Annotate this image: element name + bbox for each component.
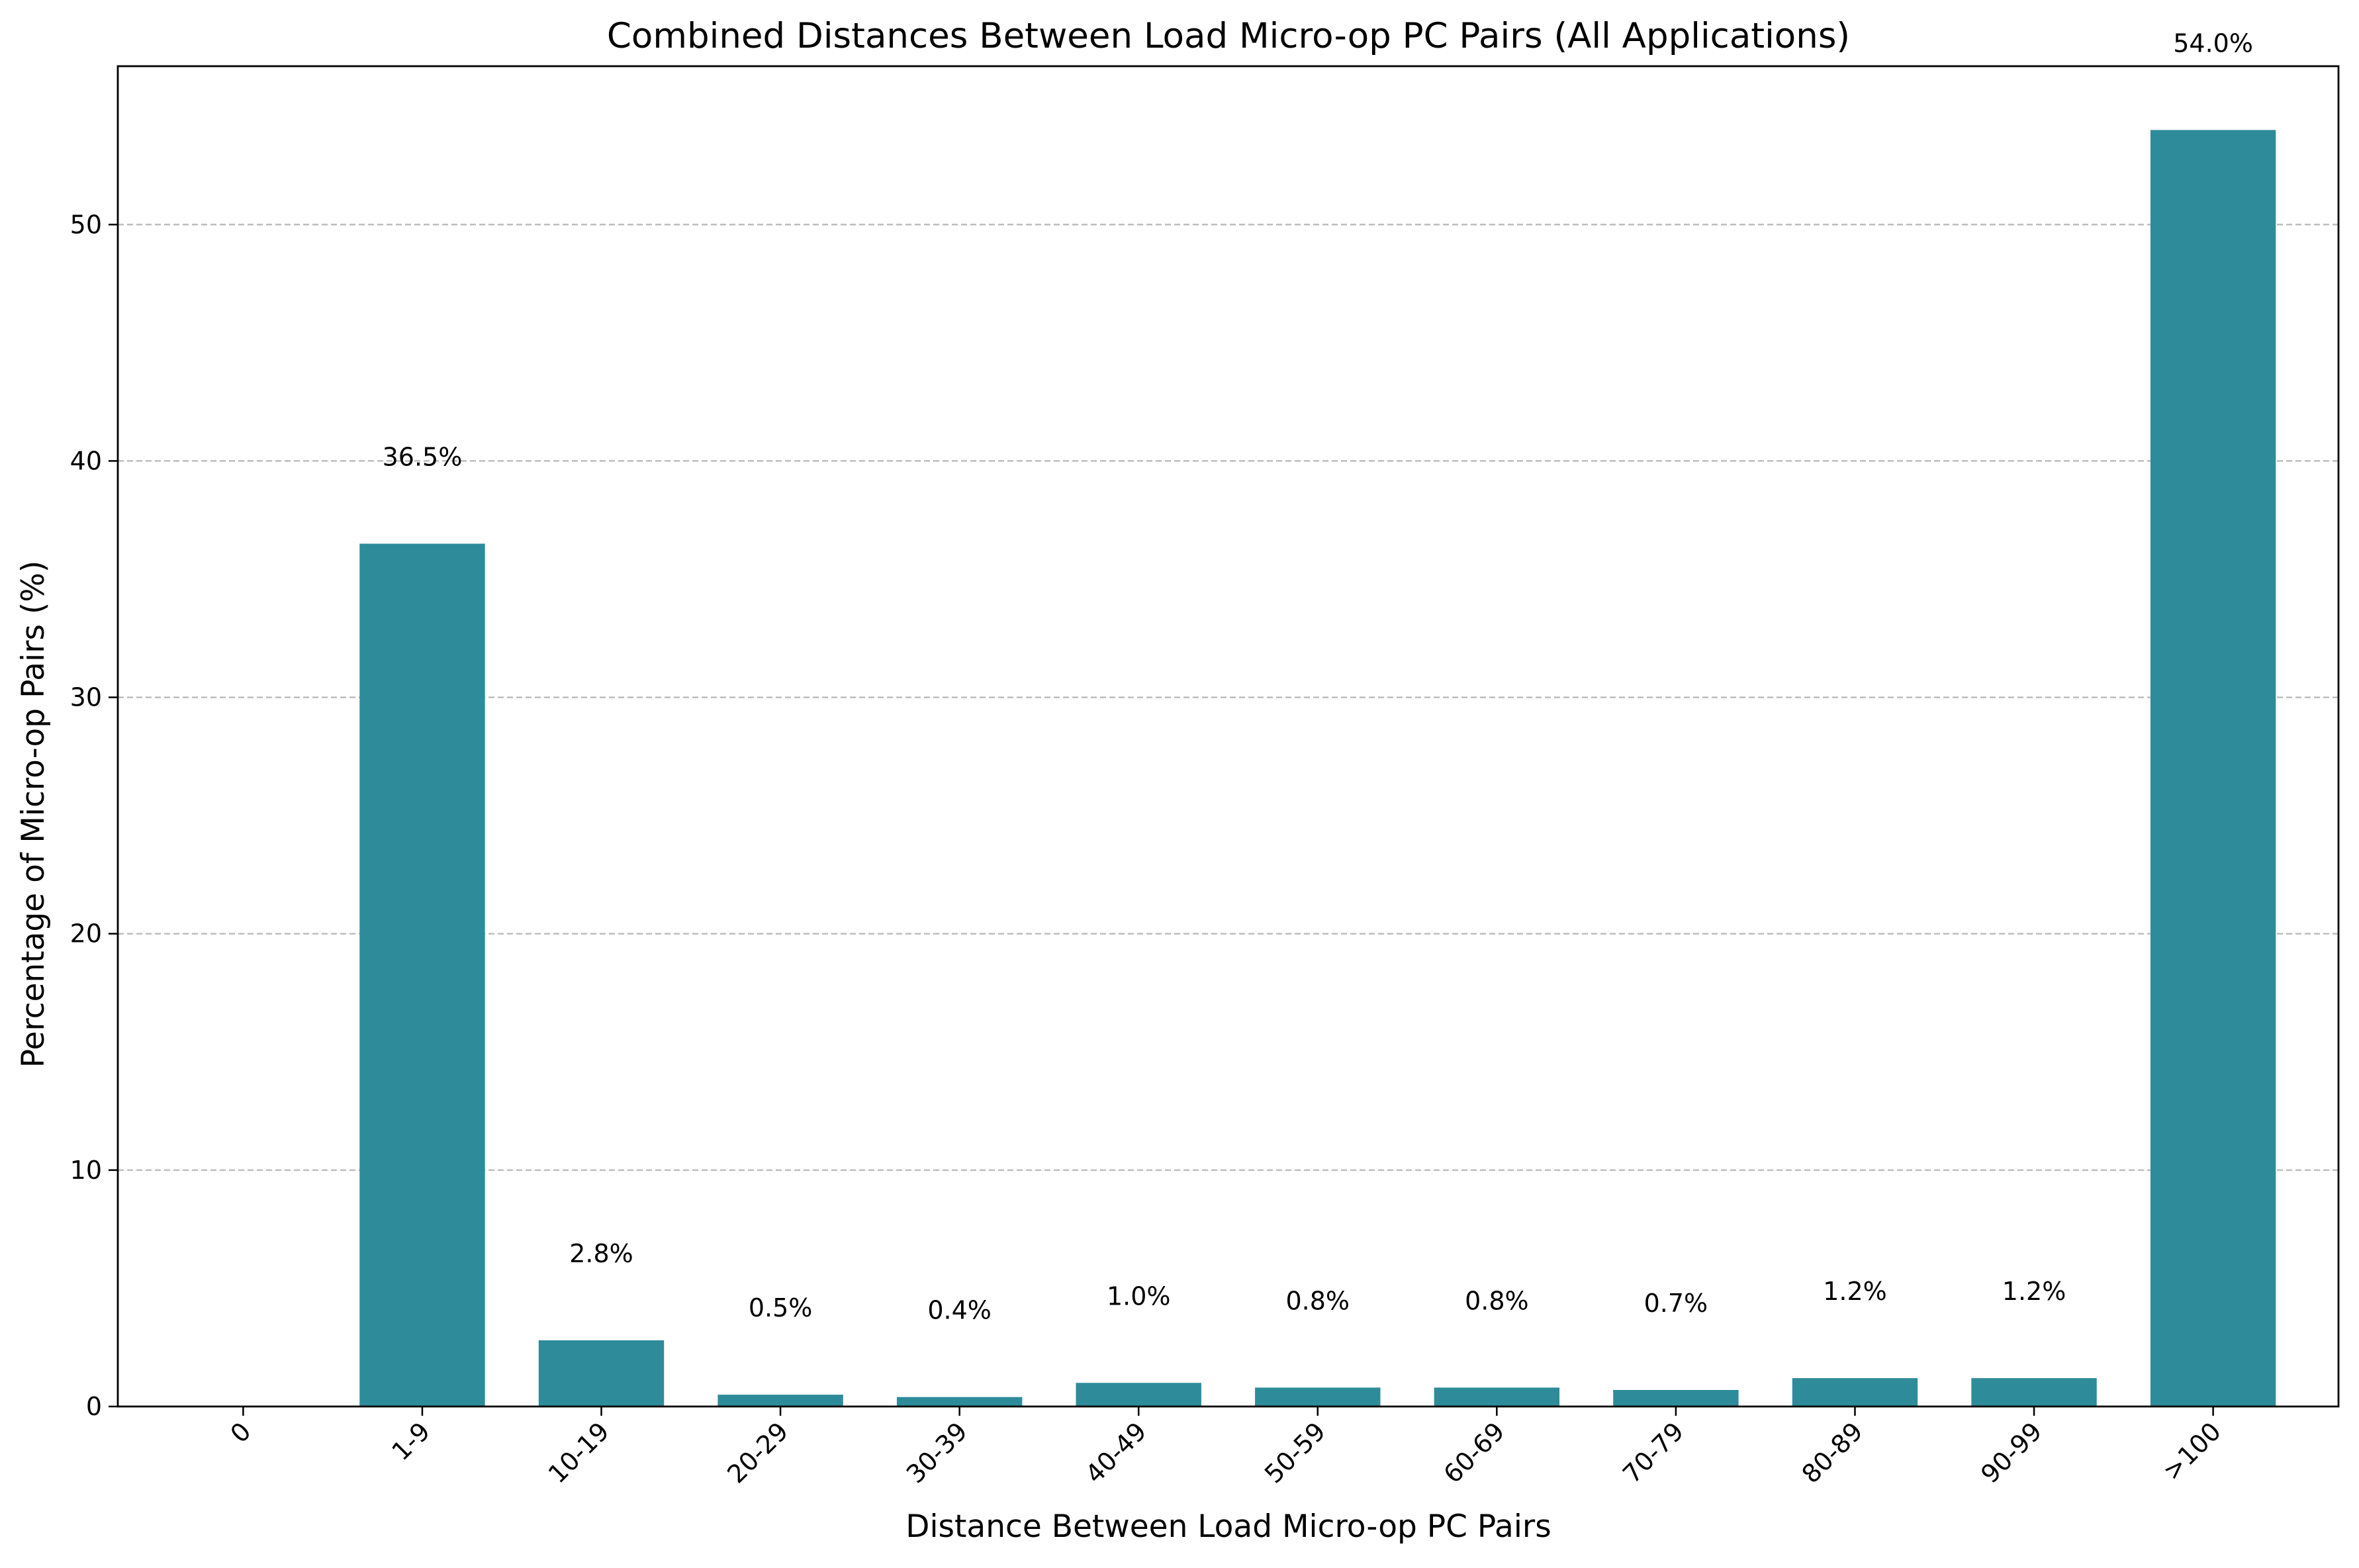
x-tick-label: 90-99 [1975,1416,2047,1489]
y-tick-label: 20 [70,919,102,948]
bar-value-label: 1.0% [1107,1281,1171,1311]
bar-value-label: 0.8% [1465,1286,1529,1315]
x-tick-label: >100 [2157,1416,2227,1486]
plot-frame [116,65,2340,1408]
y-tick-label: 40 [70,446,102,475]
y-axis-label: Percentage of Micro-op Pairs (%) [15,561,52,1068]
bar [1613,1390,1739,1407]
bar [1971,1378,2097,1407]
x-tick-label: 50-59 [1259,1416,1331,1489]
x-tick-label: 70-79 [1617,1416,1689,1489]
x-tick-label: 0 [225,1416,257,1448]
bar [896,1397,1023,1407]
bar-value-label: 0.8% [1286,1286,1350,1315]
bar [1792,1378,1918,1407]
x-tick-label: 80-89 [1796,1416,1869,1489]
x-tick-label: 20-29 [721,1416,794,1489]
x-tick-label: 30-39 [901,1416,973,1489]
bar-value-label: 54.0% [2173,28,2253,58]
y-tick-label: 0 [86,1392,102,1421]
bar [2150,130,2276,1407]
y-tick-label: 50 [70,210,102,239]
bar-value-label: 36.5% [383,442,463,471]
bar-value-label: 0.5% [749,1293,813,1322]
bar-value-label: 1.2% [2002,1277,2066,1306]
x-axis-label: Distance Between Load Micro-op PC Pairs [905,1508,1551,1545]
bar-value-label: 0.7% [1644,1289,1708,1318]
x-tick-label: 1-9 [386,1416,436,1466]
x-tick-label: 40-49 [1080,1416,1152,1489]
data-labels: 36.5% 2.8% 0.5% 0.4% 1.0% 0.8% 0.8% 0.7% 1.2% 1.2… [383,28,2253,1324]
bar [1076,1383,1201,1407]
bar [717,1395,843,1407]
y-tick-label: 10 [70,1156,102,1185]
bar-value-label: 2.8% [569,1239,633,1268]
y-tick-label: 30 [70,683,102,712]
bars [359,130,2276,1407]
bar [359,543,485,1407]
x-tick-label: 60-69 [1438,1416,1510,1489]
chart-title: Combined Distances Between Load Micro-op… [607,16,1850,56]
x-tick-label: 10-19 [543,1416,615,1489]
bar [1434,1387,1560,1407]
bar-value-label: 0.4% [927,1296,992,1325]
bar [1255,1387,1381,1407]
bar-value-label: 1.2% [1823,1277,1887,1306]
bar [538,1340,665,1407]
